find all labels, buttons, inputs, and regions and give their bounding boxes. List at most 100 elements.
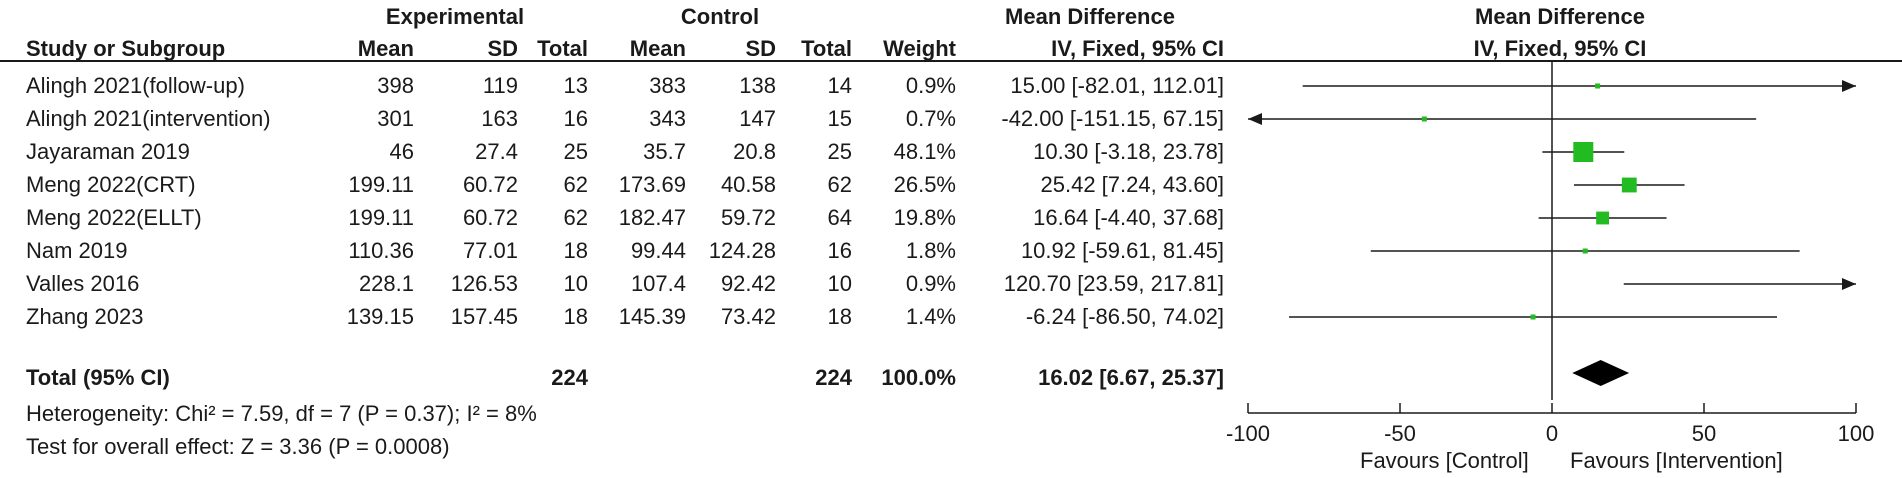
exp-total: 10 bbox=[563, 271, 588, 296]
x-tick-label: 100 bbox=[1838, 421, 1875, 446]
effect-marker bbox=[1582, 248, 1588, 254]
exp-total: 25 bbox=[563, 139, 588, 164]
effect-marker bbox=[1595, 83, 1601, 89]
exp-mean: 199.11 bbox=[348, 205, 414, 230]
plot-mean-difference-header: Mean Difference bbox=[1475, 4, 1645, 29]
exp-sd: 60.72 bbox=[462, 205, 518, 230]
ctl-total: 16 bbox=[827, 238, 852, 263]
study-name: Alingh 2021(intervention) bbox=[26, 106, 271, 131]
exp-sd: 60.72 bbox=[462, 172, 518, 197]
col-ctl-mean-header: Mean bbox=[629, 36, 686, 61]
ctl-mean: 107.4 bbox=[630, 271, 686, 296]
ctl-mean: 35.7 bbox=[643, 139, 686, 164]
plot-ci-header: IV, Fixed, 95% CI bbox=[1473, 36, 1647, 61]
exp-mean: 46 bbox=[389, 139, 414, 164]
ctl-sd: 73.42 bbox=[720, 304, 776, 329]
overall-effect-text: Test for overall effect: Z = 3.36 (P = 0… bbox=[26, 434, 450, 459]
ctl-sd: 92.42 bbox=[720, 271, 776, 296]
ci-text: -6.24 [-86.50, 74.02] bbox=[1025, 304, 1224, 329]
total-ctl-n: 224 bbox=[815, 365, 852, 390]
ctl-sd: 138 bbox=[739, 73, 776, 98]
ctl-total: 15 bbox=[827, 106, 852, 131]
exp-sd: 119 bbox=[482, 73, 518, 98]
mean-difference-header: Mean Difference bbox=[1005, 4, 1175, 29]
ctl-total: 64 bbox=[827, 205, 852, 230]
exp-total: 18 bbox=[563, 238, 588, 263]
total-weight: 100.0% bbox=[881, 365, 956, 390]
effect-marker bbox=[1596, 211, 1610, 225]
weight: 1.8% bbox=[905, 238, 956, 263]
exp-sd: 157.45 bbox=[450, 304, 518, 329]
ctl-total: 25 bbox=[827, 139, 852, 164]
ci-arrow-left bbox=[1248, 113, 1262, 125]
exp-total: 13 bbox=[563, 73, 588, 98]
header-rule bbox=[0, 60, 1902, 62]
ctl-sd: 20.8 bbox=[733, 139, 776, 164]
ctl-total: 10 bbox=[827, 271, 852, 296]
exp-mean: 228.1 bbox=[358, 271, 414, 296]
col-exp-total-header: Total bbox=[537, 36, 588, 61]
total-ci: 16.02 [6.67, 25.37] bbox=[1038, 365, 1224, 390]
total-label: Total (95% CI) bbox=[26, 365, 170, 390]
ctl-sd: 59.72 bbox=[720, 205, 776, 230]
col-ctl-sd-header: SD bbox=[745, 36, 776, 61]
favours-intervention-label: Favours [Intervention] bbox=[1570, 448, 1783, 473]
exp-sd: 77.01 bbox=[462, 238, 518, 263]
x-tick-label: 0 bbox=[1546, 421, 1558, 446]
x-tick-label: -100 bbox=[1226, 421, 1270, 446]
exp-total: 62 bbox=[563, 205, 588, 230]
exp-mean: 139.15 bbox=[346, 304, 414, 329]
effect-marker bbox=[1621, 177, 1637, 193]
ctl-sd: 124.28 bbox=[708, 238, 776, 263]
effect-marker bbox=[1421, 116, 1427, 122]
weight: 0.7% bbox=[905, 106, 956, 131]
ci-arrow-right bbox=[1842, 80, 1856, 92]
experimental-group-header: Experimental bbox=[385, 4, 525, 29]
exp-total: 16 bbox=[563, 106, 588, 131]
exp-total: 18 bbox=[563, 304, 588, 329]
heterogeneity-text: Heterogeneity: Chi² = 7.59, df = 7 (P = … bbox=[26, 401, 537, 426]
ctl-sd: 147 bbox=[739, 106, 776, 131]
exp-sd: 27.4 bbox=[475, 139, 518, 164]
ctl-mean: 383 bbox=[649, 73, 686, 98]
ci-text: 120.70 [23.59, 217.81] bbox=[1003, 271, 1224, 296]
ctl-sd: 40.58 bbox=[720, 172, 776, 197]
col-study-header: Study or Subgroup bbox=[26, 36, 226, 61]
ci-text: 15.00 [-82.01, 112.01] bbox=[1010, 73, 1224, 98]
col-weight-header: Weight bbox=[883, 36, 956, 61]
pooled-diamond bbox=[1572, 360, 1630, 386]
ctl-mean: 99.44 bbox=[630, 238, 686, 263]
weight: 1.4% bbox=[905, 304, 956, 329]
study-name: Nam 2019 bbox=[26, 238, 128, 263]
exp-total: 62 bbox=[563, 172, 588, 197]
control-group-header: Control bbox=[680, 4, 760, 29]
effect-marker bbox=[1573, 142, 1594, 162]
weight: 0.9% bbox=[905, 73, 956, 98]
total-exp-n: 224 bbox=[551, 365, 588, 390]
exp-sd: 126.53 bbox=[450, 271, 518, 296]
ctl-mean: 182.47 bbox=[618, 205, 686, 230]
ci-text: 16.64 [-4.40, 37.68] bbox=[1033, 205, 1224, 230]
x-tick-label: -50 bbox=[1384, 421, 1416, 446]
exp-mean: 199.11 bbox=[348, 172, 414, 197]
study-name: Meng 2022(CRT) bbox=[26, 172, 196, 197]
x-tick-label: 50 bbox=[1692, 421, 1716, 446]
ci-text: 10.30 [-3.18, 23.78] bbox=[1033, 139, 1224, 164]
study-name: Alingh 2021(follow-up) bbox=[26, 73, 245, 98]
ctl-total: 14 bbox=[827, 73, 852, 98]
col-exp-sd-header: SD bbox=[487, 36, 518, 61]
ci-text: 25.42 [7.24, 43.60] bbox=[1040, 172, 1225, 197]
ctl-mean: 173.69 bbox=[618, 172, 686, 197]
ctl-total: 62 bbox=[827, 172, 852, 197]
col-ci-header: IV, Fixed, 95% CI bbox=[1051, 36, 1224, 61]
exp-mean: 301 bbox=[377, 106, 414, 131]
exp-mean: 110.36 bbox=[348, 238, 414, 263]
study-name: Zhang 2023 bbox=[26, 304, 144, 329]
ci-text: -42.00 [-151.15, 67.15] bbox=[1001, 106, 1224, 131]
study-name: Valles 2016 bbox=[26, 271, 140, 296]
ci-text: 10.92 [-59.61, 81.45] bbox=[1020, 238, 1224, 263]
ctl-mean: 343 bbox=[649, 106, 686, 131]
study-name: Meng 2022(ELLT) bbox=[26, 205, 202, 230]
favours-control-label: Favours [Control] bbox=[1360, 448, 1529, 473]
